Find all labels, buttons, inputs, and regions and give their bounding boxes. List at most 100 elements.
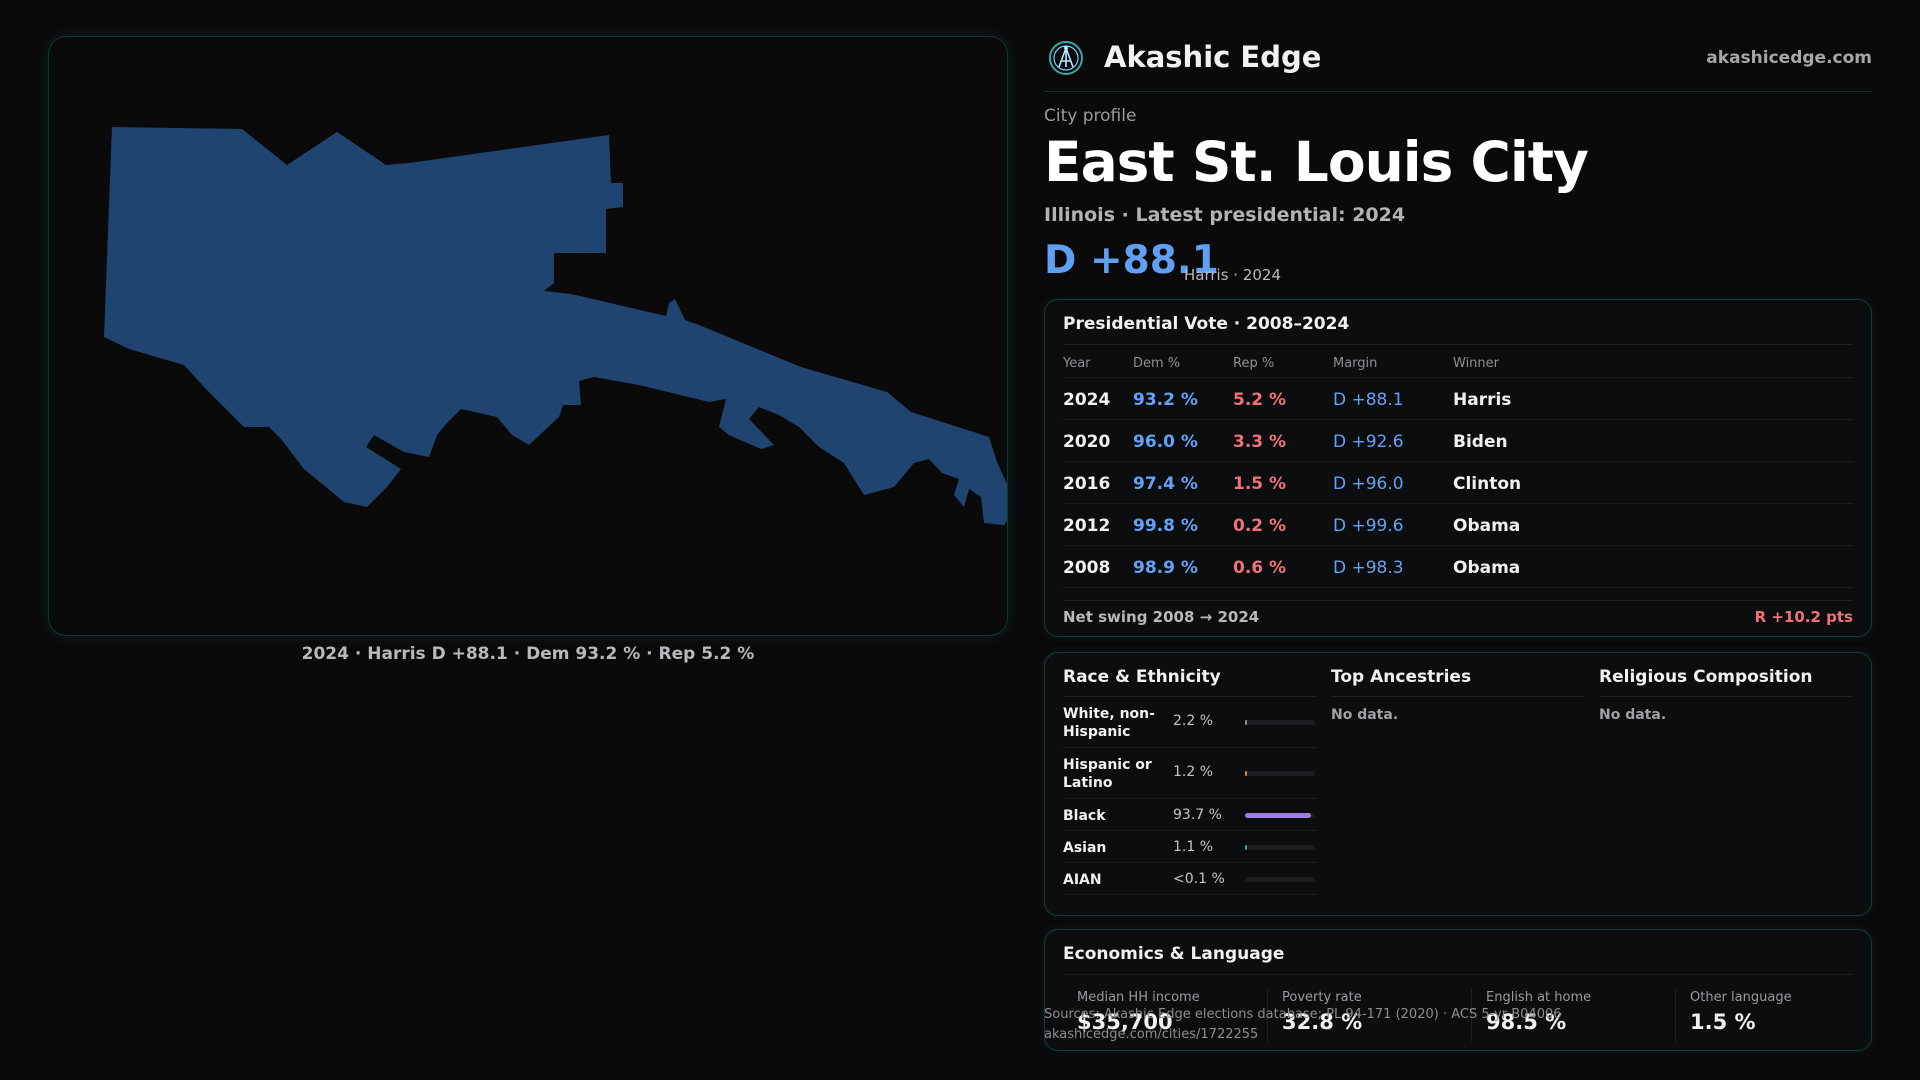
stat-label: English at home [1486, 990, 1592, 1005]
cell-rep: 3.3 % [1233, 432, 1287, 452]
stat-label: Poverty rate [1282, 990, 1362, 1005]
column-header-year: Year [1063, 356, 1091, 371]
race-pct: 93.7 % [1173, 807, 1222, 823]
profile-kicker: City profile [1044, 106, 1137, 126]
margin-value: D +88.1 [1044, 238, 1219, 283]
divider [1063, 974, 1853, 975]
table-row: 2012 99.8 % 0.2 % D +99.6 Obama [1063, 504, 1853, 546]
city-profile-panel: Akashic Edge akashicedge.com City profil… [1044, 36, 1872, 1051]
stat-value: 98.5 % [1486, 1010, 1567, 1034]
race-label: White, non-Hispanic [1063, 706, 1155, 740]
race-bar [1245, 845, 1315, 850]
race-row: Hispanic or Latino 1.2 % [1063, 748, 1317, 799]
votes-title: Presidential Vote · 2008–2024 [1063, 314, 1350, 334]
race-bar [1245, 771, 1315, 776]
stat-label: Other language [1690, 990, 1792, 1005]
economics-card: Economics & Language Median HH income $3… [1044, 929, 1872, 1051]
cell-dem: 99.8 % [1133, 516, 1198, 536]
source-url-link[interactable]: akashicedge.com/cities/1722255 [1044, 1027, 1259, 1042]
race-pct: <0.1 % [1173, 871, 1225, 887]
ancestries-title: Top Ancestries [1331, 667, 1585, 697]
race-row: Asian 1.1 % [1063, 831, 1317, 863]
page-title: East St. Louis City [1044, 130, 1589, 194]
cell-year: 2024 [1063, 390, 1111, 410]
net-swing-label: Net swing 2008 → 2024 [1063, 608, 1260, 626]
cell-dem: 98.9 % [1133, 558, 1198, 578]
religion-empty: No data. [1599, 707, 1667, 723]
votes-table: Year Dem % Rep % Margin Winner 2024 93.2… [1063, 348, 1853, 588]
column-header-dem: Dem % [1133, 356, 1181, 371]
brand-name: Akashic Edge [1104, 40, 1322, 74]
ancestries-empty: No data. [1331, 707, 1399, 723]
cell-rep: 5.2 % [1233, 390, 1287, 410]
race-label: Asian [1063, 840, 1107, 856]
headline-margin: D +88.1 Harris · 2024 [1044, 238, 1644, 284]
city-boundary-map[interactable] [48, 36, 1008, 636]
brand-header: Akashic Edge akashicedge.com [1044, 36, 1872, 92]
race-pct: 1.2 % [1173, 764, 1214, 780]
demographics-card: Race & Ethnicity White, non-Hispanic 2.2… [1044, 652, 1872, 916]
cell-year: 2016 [1063, 474, 1111, 494]
race-label: Hispanic or Latino [1063, 757, 1152, 791]
ancestries-section: Top Ancestries No data. [1331, 667, 1585, 723]
stat-value: $35,700 [1077, 1010, 1173, 1034]
table-row: 2016 97.4 % 1.5 % D +96.0 Clinton [1063, 462, 1853, 504]
religion-section: Religious Composition No data. [1599, 667, 1853, 723]
race-bar-fill [1245, 813, 1311, 818]
religion-title: Religious Composition [1599, 667, 1853, 697]
cell-margin: D +92.6 [1333, 432, 1404, 452]
profile-subtitle: Illinois · Latest presidential: 2024 [1044, 204, 1406, 226]
race-bar [1245, 877, 1315, 882]
cell-margin: D +88.1 [1333, 390, 1404, 410]
cell-dem: 93.2 % [1133, 390, 1198, 410]
table-row: 2008 98.9 % 0.6 % D +98.3 Obama [1063, 546, 1853, 588]
margin-detail: Harris · 2024 [1184, 266, 1282, 284]
race-label: Black [1063, 808, 1106, 824]
cell-margin: D +98.3 [1333, 558, 1404, 578]
stat-value: 1.5 % [1690, 1010, 1756, 1034]
akashic-edge-logo-icon [1049, 41, 1083, 75]
stat-poverty-rate: Poverty rate 32.8 % [1267, 988, 1457, 1042]
table-row: 2024 93.2 % 5.2 % D +88.1 Harris [1063, 378, 1853, 420]
net-swing-row: Net swing 2008 → 2024 R +10.2 pts [1063, 600, 1853, 626]
cell-year: 2008 [1063, 558, 1111, 578]
cell-margin: D +99.6 [1333, 516, 1404, 536]
stat-value: 32.8 % [1282, 1010, 1363, 1034]
race-ethnicity-section: Race & Ethnicity White, non-Hispanic 2.2… [1063, 667, 1317, 895]
cell-winner: Harris [1453, 390, 1512, 410]
city-boundary-shape [104, 127, 1007, 525]
race-row: Black 93.7 % [1063, 799, 1317, 831]
table-row: 2020 96.0 % 3.3 % D +92.6 Biden [1063, 420, 1853, 462]
race-bar-fill [1245, 720, 1247, 725]
cell-rep: 1.5 % [1233, 474, 1287, 494]
stat-label: Median HH income [1077, 990, 1200, 1005]
race-pct: 1.1 % [1173, 839, 1214, 855]
race-bar [1245, 813, 1315, 818]
divider [1063, 344, 1853, 345]
source-citation: Sources: Akashic Edge elections database… [1044, 1007, 1562, 1022]
column-header-winner: Winner [1453, 356, 1500, 371]
race-title: Race & Ethnicity [1063, 667, 1317, 697]
economics-title: Economics & Language [1063, 944, 1285, 964]
cell-dem: 96.0 % [1133, 432, 1198, 452]
race-bar-fill [1245, 771, 1247, 776]
cell-rep: 0.6 % [1233, 558, 1287, 578]
column-header-margin: Margin [1333, 356, 1378, 371]
race-row: White, non-Hispanic 2.2 % [1063, 697, 1317, 748]
brand-url-link[interactable]: akashicedge.com [1706, 48, 1872, 68]
stat-median-income: Median HH income $35,700 [1063, 988, 1253, 1042]
race-label: AIAN [1063, 872, 1102, 888]
race-bar-fill [1245, 845, 1247, 850]
table-header-row: Year Dem % Rep % Margin Winner [1063, 348, 1853, 378]
cell-year: 2012 [1063, 516, 1111, 536]
net-swing-value: R +10.2 pts [1754, 608, 1853, 626]
race-row: AIAN <0.1 % [1063, 863, 1317, 895]
map-caption: 2024 · Harris D +88.1 · Dem 93.2 % · Rep… [301, 644, 755, 664]
cell-year: 2020 [1063, 432, 1111, 452]
race-bar [1245, 720, 1315, 725]
cell-margin: D +96.0 [1333, 474, 1404, 494]
stat-other-language: Other language 1.5 % [1675, 988, 1865, 1042]
cell-dem: 97.4 % [1133, 474, 1198, 494]
cell-rep: 0.2 % [1233, 516, 1287, 536]
presidential-vote-card: Presidential Vote · 2008–2024 Year Dem %… [1044, 299, 1872, 637]
